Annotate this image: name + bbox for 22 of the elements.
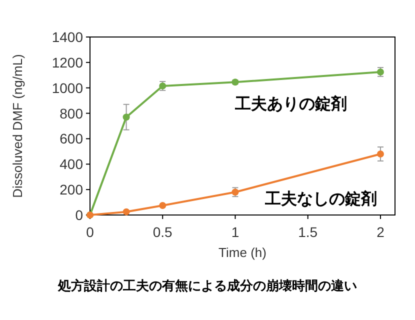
x-tick-label: 1.5 xyxy=(298,224,318,240)
point xyxy=(122,114,130,121)
point xyxy=(376,150,384,158)
x-tick-label: 0 xyxy=(86,224,94,240)
x-tick-label: 0.5 xyxy=(152,224,173,240)
y-tick-label: 200 xyxy=(60,182,84,198)
x-axis-title: Time (h) xyxy=(218,245,266,260)
y-axis-title: Dissoluved DMF (ng/mL) xyxy=(10,54,25,198)
y-tick-label: 400 xyxy=(60,156,84,172)
point xyxy=(159,202,166,209)
series-label: 工夫なしの錠剤 xyxy=(264,190,378,208)
series-label: 工夫ありの錠剤 xyxy=(234,95,348,114)
y-tick-label: 0 xyxy=(75,207,84,223)
point xyxy=(122,208,130,216)
x-tick-label: 2 xyxy=(376,224,385,240)
y-tick-label: 1000 xyxy=(52,80,84,96)
y-tick-label: 1400 xyxy=(52,29,84,45)
x-tick-label: 1 xyxy=(231,224,240,240)
y-tick-label: 800 xyxy=(60,105,84,122)
y-tick-label: 600 xyxy=(60,130,84,147)
text: 処方設計の工夫の有無による成分の崩壊時間の違い xyxy=(57,278,357,293)
y-tick-label: 1200 xyxy=(52,54,84,70)
